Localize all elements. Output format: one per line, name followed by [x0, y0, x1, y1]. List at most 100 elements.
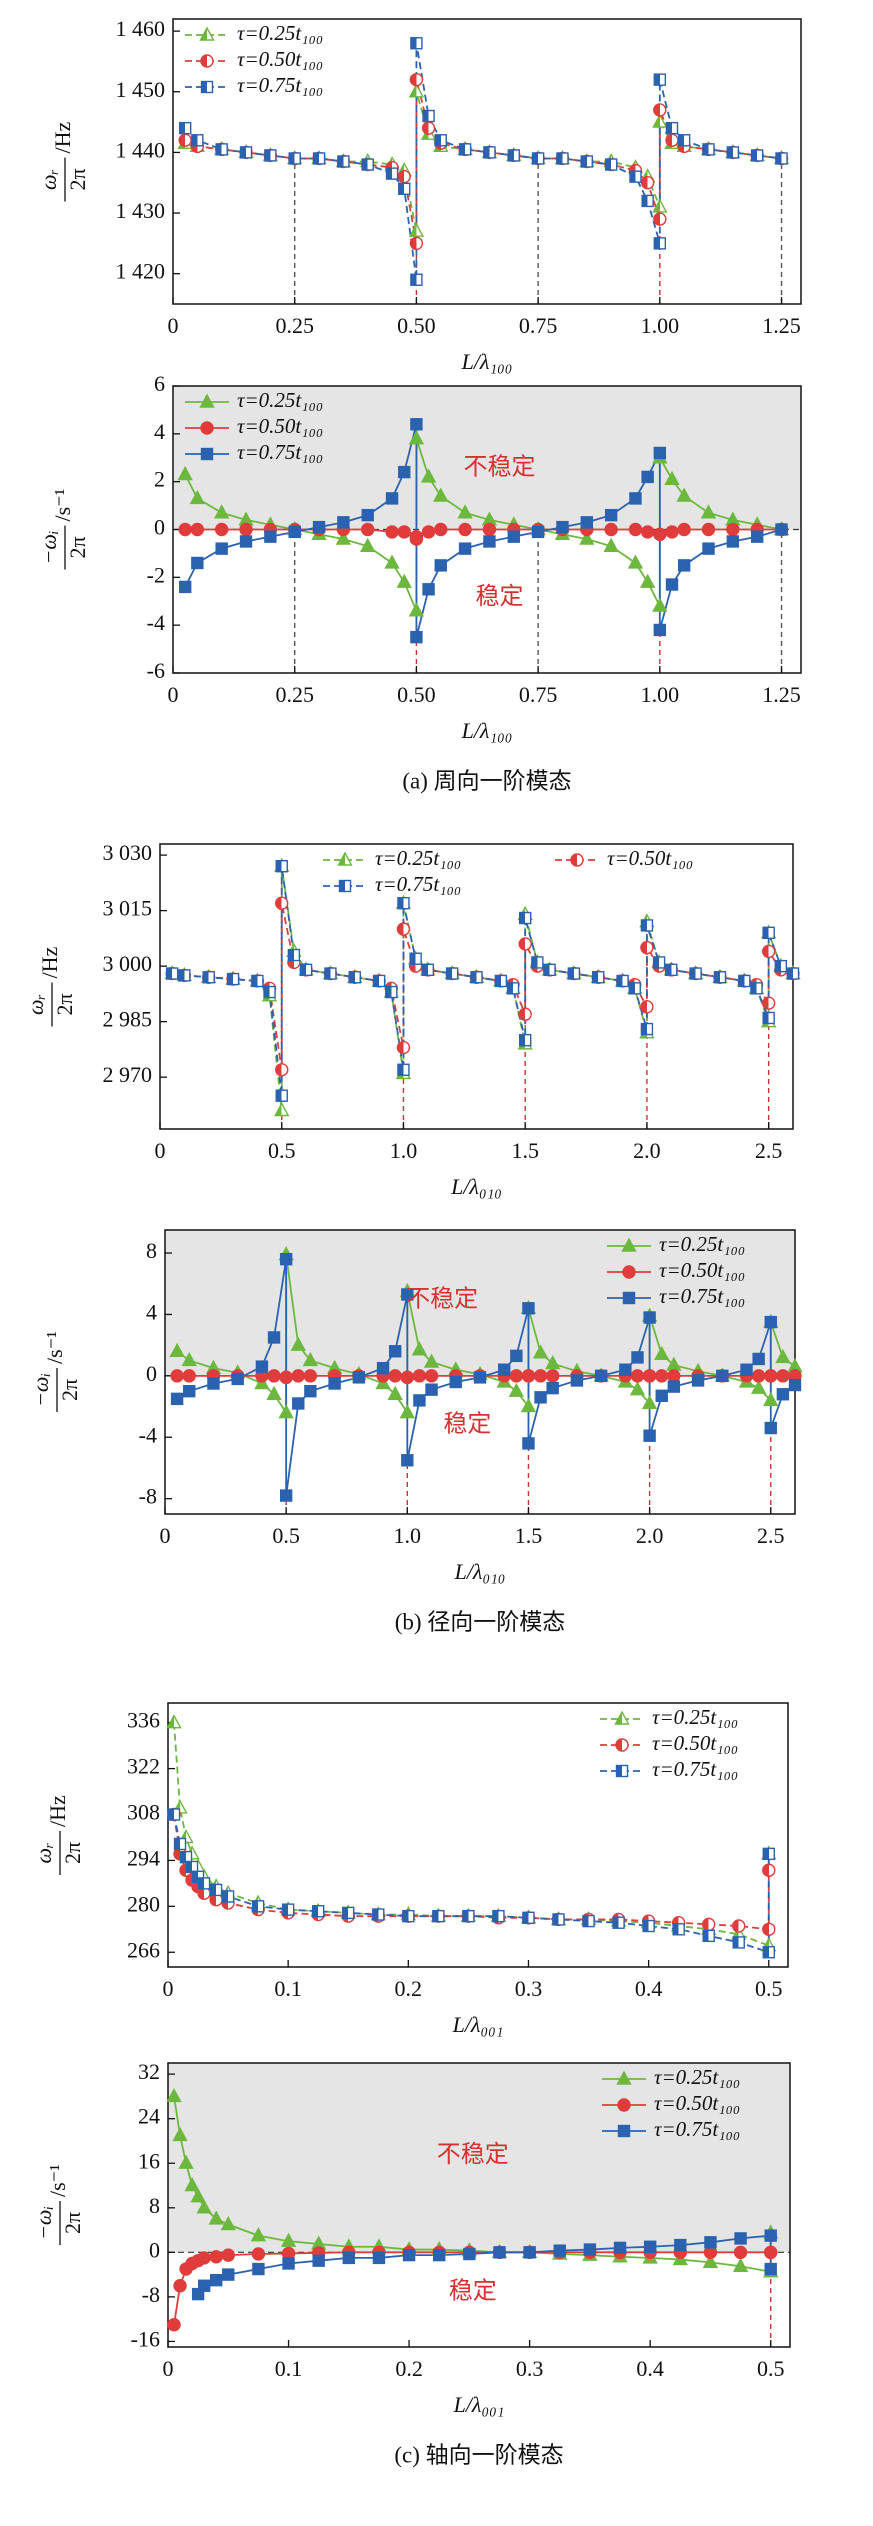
marker [413, 1394, 426, 1407]
marker [408, 83, 425, 98]
y-label-numerator: −ωᵢ [28, 1373, 53, 1407]
marker [166, 2087, 182, 2103]
x-tick-label: 0 [163, 2356, 174, 2381]
marker [279, 1252, 293, 1266]
y-axis-label: ωᵣ 2π/Hz [23, 947, 77, 1027]
marker [653, 527, 667, 541]
marker [342, 1906, 355, 1920]
marker [640, 1000, 654, 1014]
legend-marker [199, 393, 215, 408]
marker [732, 2257, 749, 2272]
marker [408, 222, 425, 237]
marker [178, 2154, 194, 2169]
x-tick-label: 0.25 [275, 682, 314, 707]
marker [493, 2246, 506, 2259]
marker [191, 556, 204, 570]
x-tick-label: 2.0 [636, 1523, 664, 1548]
legend-marker [200, 54, 214, 68]
marker [507, 149, 520, 162]
x-tick-label: 2.5 [755, 1138, 783, 1163]
marker [408, 430, 425, 445]
legend-marker [622, 1265, 636, 1279]
series-line [173, 1722, 770, 1947]
marker [762, 1946, 775, 1959]
legend-marker [200, 80, 214, 94]
marker [337, 155, 350, 168]
marker [433, 2248, 446, 2262]
y-tick-label: 3 000 [103, 951, 153, 976]
marker [183, 1384, 196, 1398]
x-tick-label: 1.00 [641, 313, 680, 338]
marker [181, 1352, 197, 1367]
marker [409, 236, 424, 251]
y-tick-label: -2 [147, 562, 165, 587]
legend-marker [622, 1291, 636, 1305]
x-tick-label: 0.4 [635, 1976, 663, 2001]
marker [385, 492, 399, 505]
marker [275, 1089, 288, 1102]
x-tick-label: 0.75 [519, 313, 558, 338]
marker [328, 1377, 341, 1390]
marker [312, 2254, 325, 2267]
y-tick-label: -4 [139, 1422, 157, 1447]
y-tick-label: -8 [142, 2282, 160, 2307]
plot-frame [167, 2062, 791, 2348]
y-label-denominator: 2π [65, 168, 90, 190]
marker [546, 1381, 559, 1395]
x-tick-label: 0 [168, 313, 179, 338]
y-tick-label: 336 [127, 1708, 160, 1733]
marker [640, 919, 654, 932]
marker [397, 525, 411, 539]
marker [702, 1929, 715, 1943]
marker [702, 542, 715, 555]
y-tick-label: 1 430 [116, 198, 166, 223]
y-tick-label: 2 [154, 467, 165, 492]
marker [518, 1033, 532, 1047]
marker [425, 1383, 438, 1396]
marker [400, 1370, 415, 1385]
marker [214, 504, 230, 519]
marker [434, 559, 447, 572]
marker [653, 212, 667, 226]
marker [629, 170, 642, 183]
x-tick-label: 0.5 [268, 1138, 296, 1163]
marker [324, 967, 337, 980]
marker [665, 121, 679, 135]
y-tick-label: 3 015 [103, 896, 153, 921]
marker [498, 1363, 511, 1376]
x-tick-label: 0.50 [397, 313, 436, 338]
marker [424, 1369, 439, 1383]
marker [411, 1341, 428, 1356]
y-tick-label: 1 450 [116, 77, 166, 102]
legend-marker [337, 851, 353, 866]
marker [398, 465, 411, 479]
marker [592, 971, 605, 984]
marker [279, 1370, 293, 1385]
marker [397, 169, 411, 184]
marker [665, 963, 678, 977]
legend-marker [616, 2070, 632, 2085]
marker [740, 1363, 753, 1376]
marker [384, 554, 400, 569]
marker [197, 2251, 211, 2265]
marker [522, 1437, 535, 1450]
y-tick-label: -6 [147, 658, 165, 683]
region-annotation: 不稳定 [406, 1286, 478, 1313]
legend-label: τ=0.25t₁₀₀ [237, 21, 323, 45]
marker [594, 1369, 608, 1383]
legend-label: τ=0.75t₁₀₀ [375, 872, 461, 896]
marker [507, 530, 520, 543]
marker [263, 985, 276, 999]
marker [655, 1389, 668, 1402]
marker [202, 971, 215, 984]
marker [676, 487, 692, 502]
legend-label: τ=0.50t₁₀₀ [659, 1258, 745, 1282]
marker [396, 1040, 411, 1055]
x-tick-label: 2.5 [757, 1523, 785, 1548]
y-axis-label: ωᵣ 2π/Hz [36, 122, 90, 202]
marker [398, 182, 411, 195]
x-tick-label: 1.5 [511, 1138, 539, 1163]
marker [197, 2279, 211, 2292]
marker [665, 133, 679, 147]
marker [215, 542, 228, 555]
